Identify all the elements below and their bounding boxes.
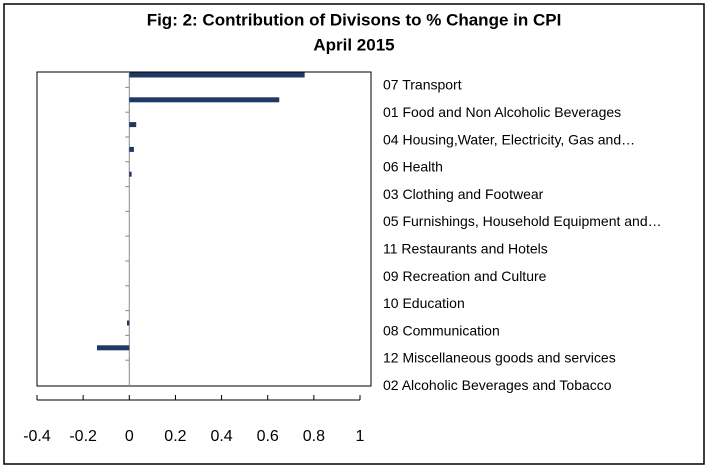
bar <box>126 320 130 326</box>
category-label: 03 Clothing and Footwear <box>383 186 544 202</box>
bar <box>96 345 130 351</box>
category-label: 08 Communication <box>383 322 500 338</box>
bar <box>129 146 134 152</box>
category-label: 09 Recreation and Culture <box>383 268 547 284</box>
bar <box>129 171 132 177</box>
category-label: 04 Housing,Water, Electricity, Gas and… <box>383 131 635 147</box>
bar <box>129 97 280 103</box>
bar <box>129 72 305 78</box>
x-tick-label: 1 <box>356 428 365 445</box>
category-label: 10 Education <box>383 295 465 311</box>
category-label: 07 Transport <box>383 77 462 93</box>
x-tick-label: -0.2 <box>69 428 97 445</box>
category-label: 11 Restaurants and Hotels <box>383 241 548 257</box>
x-tick-label: -0.4 <box>23 428 51 445</box>
x-tick-label: 0.2 <box>164 428 186 445</box>
bar <box>129 122 137 128</box>
chart-title: Fig: 2: Contribution of Divisons to % Ch… <box>147 10 562 29</box>
chart-subtitle: April 2015 <box>313 35 394 54</box>
category-label: 01 Food and Non Alcoholic Beverages <box>383 104 621 120</box>
category-label: 05 Furnishings, Household Equipment and… <box>383 213 662 229</box>
plot-area <box>36 71 372 387</box>
chart-frame <box>3 3 705 465</box>
category-label: 12 Miscellaneous goods and services <box>383 350 616 366</box>
x-tick-label: 0.8 <box>303 428 325 445</box>
category-label: 06 Health <box>383 159 443 175</box>
x-tick-label: 0.6 <box>257 428 279 445</box>
x-tick-label: 0 <box>125 428 134 445</box>
x-tick-label: 0.4 <box>210 428 232 445</box>
category-label: 02 Alcoholic Beverages and Tobacco <box>383 377 612 393</box>
